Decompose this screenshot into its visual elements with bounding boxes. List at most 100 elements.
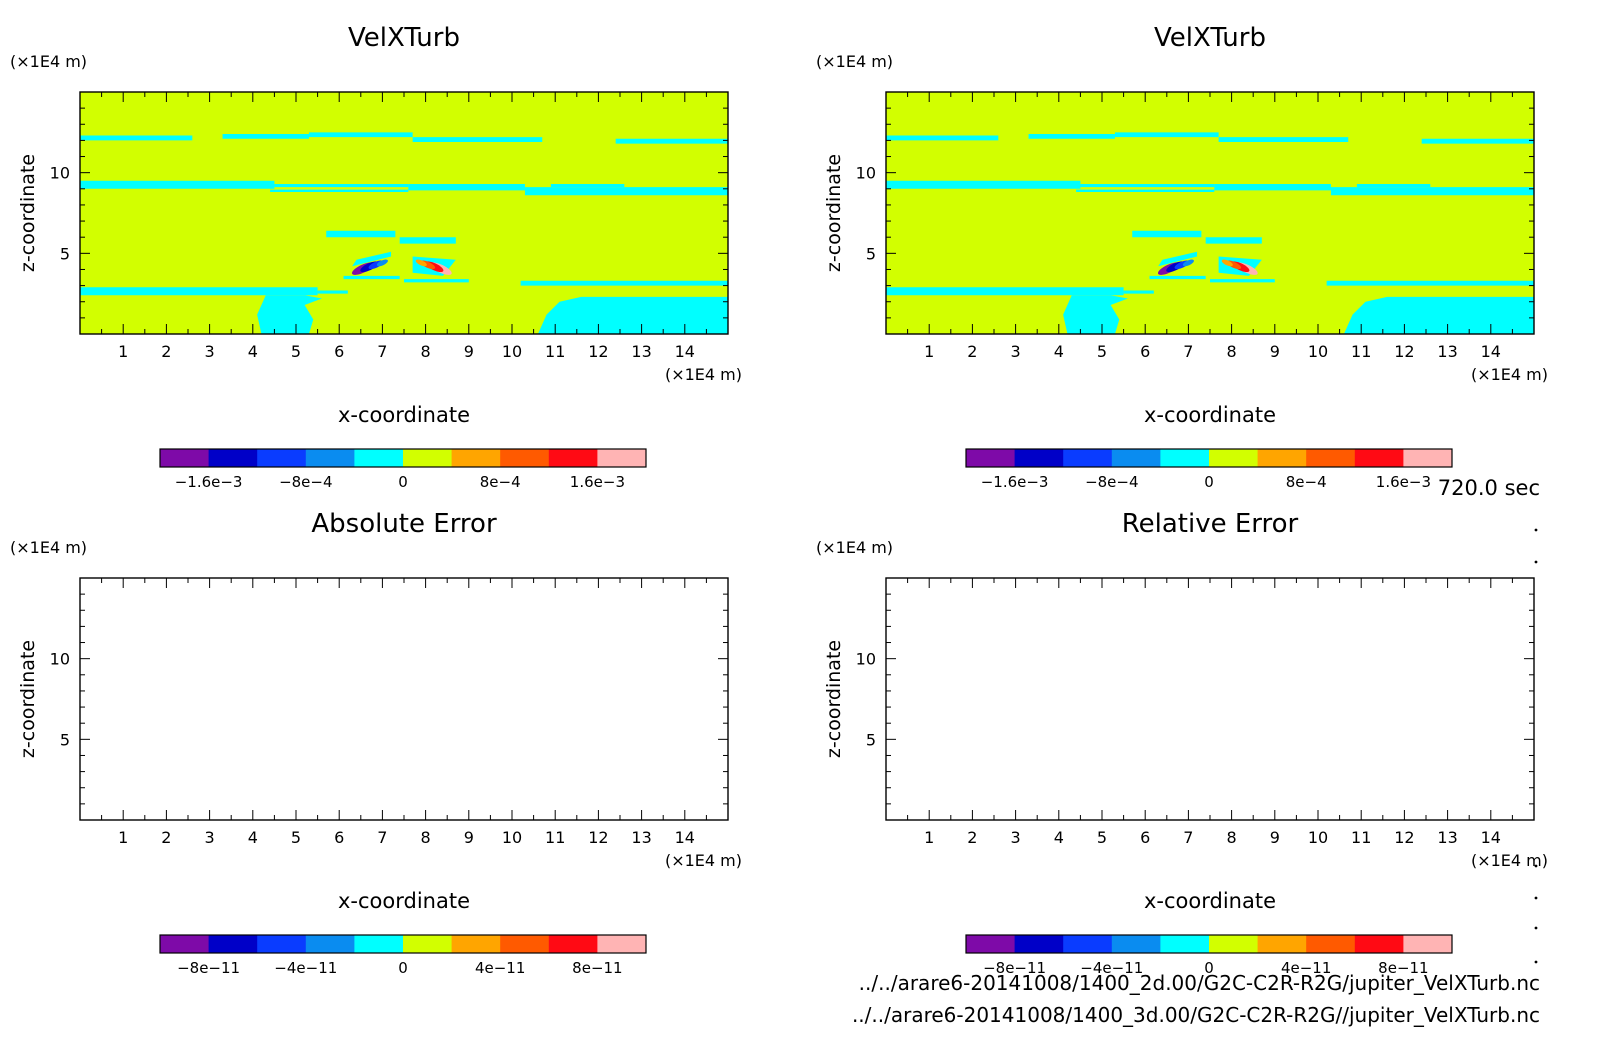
colorbar-label: 1.6e−3 [1376,473,1431,491]
colorbar-swatch [966,449,1016,467]
contour-region [1326,280,1534,286]
x-tick-label: 12 [588,342,608,361]
contour-region [886,287,1124,296]
colorbar-label: 8e−4 [1286,473,1327,491]
contour-region [80,287,318,296]
colorbar-swatch [1257,449,1307,467]
colorbar: −8e−11 −4e−11 0 4e−11 8e−11 [159,934,647,977]
x-unit-label: (×1E4 m) [665,851,742,870]
y-tick-label: 10 [856,650,876,669]
x-tick-label: 5 [291,342,301,361]
colorbar-label: 0 [398,959,408,977]
x-tick-label: 11 [545,342,565,361]
colorbar-swatch [966,935,1016,953]
x-tick-label: 3 [1011,342,1021,361]
file-path-2: ../../arare6-20141008/1400_3d.00/G2C-C2R… [852,1003,1540,1027]
contour-region [615,138,728,144]
colorbar-label: −4e−11 [274,959,337,977]
x-tick-label: 2 [161,828,171,847]
chart-title: Relative Error [1122,509,1299,539]
colorbar-label: 0 [1204,959,1214,977]
x-tick-label: 4 [1054,828,1064,847]
contour-region [399,237,456,244]
x-tick-label: 13 [631,342,651,361]
x-tick-label: 11 [1351,828,1371,847]
x-tick-label: 10 [502,828,522,847]
contour-region [1132,230,1202,238]
y-axis-label: z-coordinate [17,640,39,758]
colorbar-label: −1.6e−3 [175,473,243,491]
x-tick-label: 7 [377,828,387,847]
y-tick-label: 10 [50,650,70,669]
vortex-positive [1221,259,1258,275]
colorbar: −8e−11 −4e−11 0 4e−11 8e−11 [965,934,1453,977]
colorbar-swatch [208,449,258,467]
contour-region [1210,279,1275,283]
y-tick-label: 10 [856,164,876,183]
colorbar-swatch [1209,449,1259,467]
colorbar-label: 1.6e−3 [570,473,625,491]
y-tick-label: 5 [60,244,70,263]
contour-region [404,279,469,283]
ticks [886,578,1534,820]
x-tick-label: 14 [1481,342,1501,361]
colorbar-label: −1.6e−3 [981,473,1049,491]
x-unit-label: (×1E4 m) [1471,365,1548,384]
contour-region [270,189,409,193]
y-unit-label: (×1E4 m) [10,538,87,557]
x-tick-label: 7 [1183,342,1193,361]
contour-region [1114,132,1219,138]
x-tick-label: 7 [1183,828,1193,847]
colorbar-frame [159,934,647,954]
contour-region [1149,275,1206,280]
x-unit-label: (×1E4 m) [665,365,742,384]
colorbar-label: −8e−11 [177,959,240,977]
vortex-positive [415,259,452,275]
colorbar-swatch [160,935,210,953]
colorbar-swatch [597,449,647,467]
x-tick-label: 1 [118,342,128,361]
x-tick-label: 10 [1308,342,1328,361]
x-tick-label: 11 [545,828,565,847]
x-tick-label: 6 [1140,828,1150,847]
x-axis-label: x-coordinate [338,403,470,427]
x-tick-label: 9 [464,342,474,361]
colorbar-swatch [257,449,307,467]
contour-cyan-regions [80,132,728,334]
x-tick-label: 4 [248,828,258,847]
colorbar-swatch [1111,449,1161,467]
x-tick-label: 14 [675,828,695,847]
contour-region [1356,183,1431,188]
x-tick-label: 3 [1011,828,1021,847]
colorbar: −1.6e−3 −8e−4 0 8e−4 1.6e−3 [965,448,1453,491]
x-tick-label: 3 [205,342,215,361]
ticks [886,92,1534,334]
contour-region [524,187,728,196]
colorbar-swatch [1354,935,1404,953]
chart-title: VelXTurb [1154,23,1266,53]
x-tick-label: 8 [1227,342,1237,361]
colorbar-swatch [1111,935,1161,953]
x-tick-label: 1 [924,342,934,361]
colorbar-swatch [1063,935,1113,953]
x-tick-label: 13 [1437,828,1457,847]
contour-region [886,135,999,141]
x-tick-label: 5 [291,828,301,847]
y-axis-label: z-coordinate [823,640,845,758]
vortex-contour [1221,259,1233,267]
colorbar-swatch [1160,449,1210,467]
contour-region [326,230,396,238]
colorbar-swatch [548,935,598,953]
vortex-contour [1182,259,1194,267]
x-tick-label: 2 [967,828,977,847]
contour-region [1218,137,1349,143]
x-tick-label: 2 [967,342,977,361]
x-tick-label: 10 [1308,828,1328,847]
contour-region [317,290,348,294]
x-tick-label: 10 [502,342,522,361]
contour-region [408,183,525,191]
contour-region [1214,183,1331,191]
contour-region [80,180,275,189]
colorbar-swatch [354,935,404,953]
